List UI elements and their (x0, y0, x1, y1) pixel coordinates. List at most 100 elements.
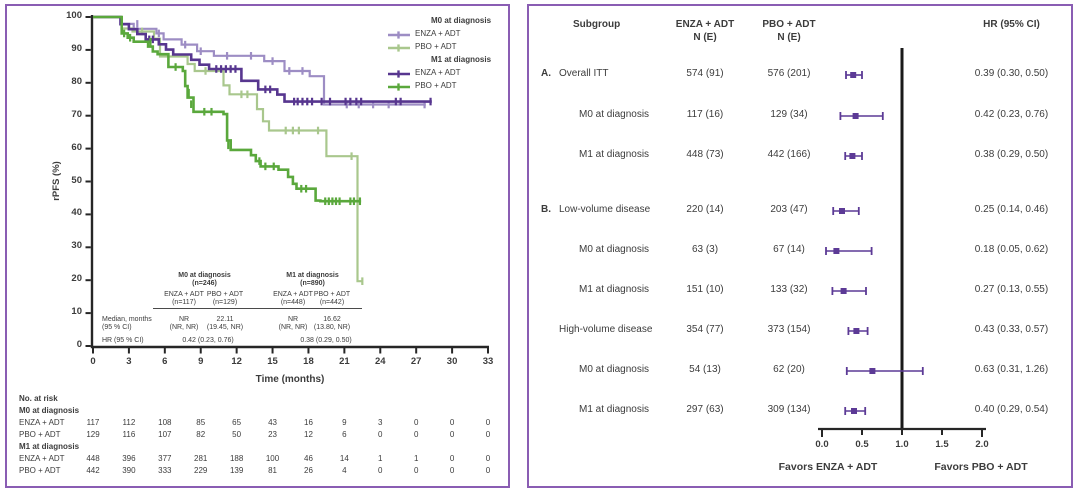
forest-row-hr: 0.39 (0.30, 0.50) (974, 68, 1049, 79)
forest-row-pbo: 309 (134) (767, 404, 811, 415)
forest-axis-tick-label: 0.0 (815, 439, 829, 450)
forest-header-subgroup: Subgroup (573, 19, 621, 30)
km-risk-count: 0 (449, 466, 455, 475)
km-inset-col-n: (n=442) (319, 299, 345, 306)
km-x-tick-label: 3 (126, 356, 132, 367)
forest-header-hr: HR (95% CI) (983, 19, 1040, 30)
forest-header-enza: ENZA + ADT (675, 19, 735, 30)
km-curve-series-2 (93, 15, 432, 103)
km-risk-row-label: ENZA + ADT (19, 454, 65, 463)
forest-axis-tick-label: 2.0 (975, 439, 989, 450)
forest-row-letter: A. (541, 68, 551, 79)
forest-hr-marker (851, 408, 857, 414)
km-risk-count: 100 (265, 454, 280, 463)
forest-row-pbo: 576 (201) (767, 68, 811, 79)
km-legend-group-label: M0 at diagnosis (431, 15, 492, 25)
km-risk-title: No. at risk (19, 394, 58, 403)
km-risk-count: 26 (304, 466, 313, 475)
forest-hr-marker (849, 153, 856, 159)
km-inset-median-value: NR (178, 316, 190, 323)
forest-panel: Subgroup ENZA + ADT N (E) PBO + ADT N (E… (527, 4, 1073, 488)
km-legend-entry-label: PBO + ADT (415, 41, 457, 51)
km-risk-count: 0 (378, 430, 383, 439)
km-x-tick-label: 0 (90, 356, 96, 367)
km-curves-canvas (85, 15, 490, 354)
km-risk-count: 50 (232, 430, 242, 439)
forest-header-pbo-ne: N (E) (777, 32, 801, 43)
km-curve-series-3 (93, 15, 362, 203)
km-inset-hr-label: HR (95 % CI) (102, 337, 144, 344)
forest-row-label: M0 at diagnosis (579, 244, 650, 255)
km-inset-group-n: (n=246) (192, 280, 217, 287)
km-risk-count: 333 (158, 466, 172, 475)
forest-row-label: M0 at diagnosis (579, 364, 650, 375)
km-risk-count: 0 (449, 454, 455, 463)
km-risk-count: 377 (158, 454, 172, 463)
km-risk-row-label: ENZA + ADT (19, 418, 65, 427)
forest-row-enza: 448 (73) (686, 149, 724, 160)
km-risk-count: 442 (86, 466, 100, 475)
km-y-tick-label: 50 (71, 174, 82, 186)
km-risk-count: 117 (86, 418, 100, 427)
forest-row-label: Overall ITT (559, 68, 609, 79)
forest-hr-marker (833, 248, 840, 254)
km-risk-count: 1 (413, 454, 419, 463)
km-risk-count: 23 (268, 430, 277, 439)
forest-row-label: M1 at diagnosis (579, 404, 650, 415)
km-risk-count: 390 (122, 466, 136, 475)
km-inset-col-n: (n=129) (212, 299, 238, 306)
forest-hr-marker (850, 72, 857, 78)
km-risk-count: 129 (86, 430, 100, 439)
km-inset-col-name: ENZA + ADT (273, 291, 313, 298)
forest-favors-right-label: Favors PBO + ADT (934, 461, 1028, 473)
km-risk-count: 0 (485, 454, 491, 463)
km-x-tick-label: 24 (374, 356, 386, 367)
forest-row-hr: 0.38 (0.29, 0.50) (974, 149, 1049, 160)
forest-row-pbo: 62 (20) (773, 364, 805, 375)
forest-row-pbo: 129 (34) (770, 109, 808, 120)
forest-canvas (818, 48, 986, 437)
km-inset-group-name: M1 at diagnosis (286, 272, 339, 279)
km-y-tick-label: 20 (71, 273, 82, 285)
km-curve-series-1 (93, 15, 363, 283)
forest-row-label: Low-volume disease (559, 204, 651, 215)
km-risk-count: 0 (485, 418, 491, 427)
forest-hr-marker (869, 368, 876, 374)
km-panel: rPFS (%) Time (months) 100 90 80 70 60 50 40 30… (5, 4, 510, 488)
forest-row-hr: 0.25 (0.14, 0.46) (974, 204, 1049, 215)
forest-axis-tick-label: 1.0 (895, 439, 909, 450)
forest-hr-marker (840, 288, 847, 294)
km-risk-count: 9 (342, 418, 347, 427)
km-inset-col-n: (n=448) (280, 299, 306, 306)
km-x-tick-label: 6 (162, 356, 168, 367)
km-risk-count: 107 (158, 430, 172, 439)
forest-header-enza-ne: N (E) (693, 32, 717, 43)
km-inset-median-label2: (95 % CI) (102, 324, 132, 331)
km-inset-median-ci: (13.80, NR) (313, 324, 351, 331)
km-y-tick-label: 60 (71, 141, 82, 153)
km-y-tick-label: 30 (71, 240, 82, 252)
forest-row-enza: 63 (3) (691, 244, 719, 255)
km-risk-count: 0 (449, 430, 455, 439)
km-legend-entry-label: ENZA + ADT (415, 67, 461, 77)
forest-row-hr: 0.18 (0.05, 0.62) (974, 244, 1049, 255)
km-risk-group-label: M0 at diagnosis (19, 406, 80, 415)
km-inset-col-n: (n=117) (172, 299, 196, 306)
forest-row-label: M0 at diagnosis (579, 109, 650, 120)
km-risk-row-label: PBO + ADT (19, 430, 61, 439)
forest-hr-marker (852, 113, 859, 119)
km-x-axis-label: Time (months) (255, 374, 325, 385)
km-inset-median-value: 22.11 (216, 316, 234, 323)
km-risk-count: 1 (378, 454, 383, 463)
km-x-tick-label: 21 (339, 356, 350, 367)
km-inset-hr-value: 0.42 (0.23, 0.76) (182, 337, 234, 344)
forest-row-pbo: 373 (154) (767, 324, 811, 335)
km-legend-entry-label: PBO + ADT (415, 80, 457, 90)
km-inset-median-ci: (NR, NR) (278, 324, 308, 331)
km-risk-count: 139 (229, 466, 244, 475)
km-inset-median-value: NR (287, 316, 299, 323)
km-y-tick-label: 80 (71, 75, 82, 87)
forest-favors-left-label: Favors ENZA + ADT (778, 461, 878, 473)
km-x-tick-label: 27 (410, 356, 422, 367)
